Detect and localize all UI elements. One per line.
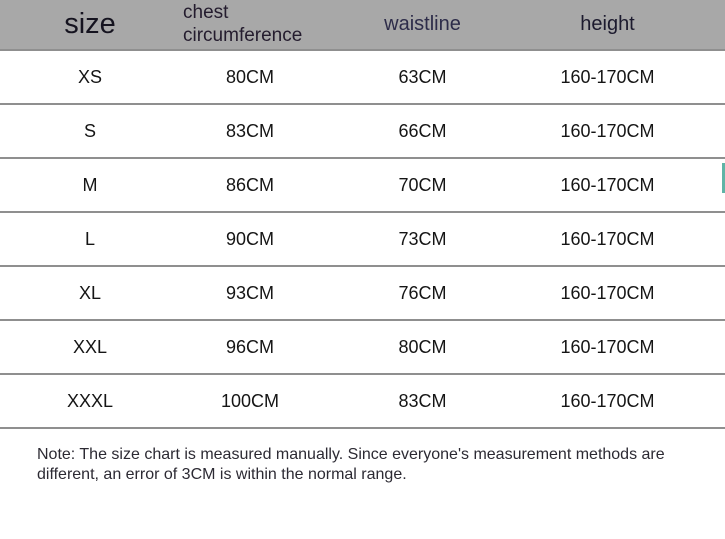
table-row-xs: XS 80CM 63CM 160-170CM xyxy=(0,50,725,104)
size-cell: XS xyxy=(77,66,102,87)
header-height: height xyxy=(580,13,635,35)
chest-cell: 100CM xyxy=(220,390,280,411)
height-cell: 160-170CM xyxy=(560,228,655,249)
chest-cell: 96CM xyxy=(225,336,274,357)
size-cell: XXL xyxy=(72,336,108,357)
header-chest-circumference: chest circumference xyxy=(183,2,303,46)
height-cell: 160-170CM xyxy=(560,174,655,195)
table-row-s: S 83CM 66CM 160-170CM xyxy=(0,104,725,158)
header-waistline: waistline xyxy=(384,13,461,35)
size-cell: XXXL xyxy=(66,390,114,411)
table-row-xxl: XXL 96CM 80CM 160-170CM xyxy=(0,320,725,374)
chest-cell: 93CM xyxy=(225,282,274,303)
height-cell: 160-170CM xyxy=(560,66,655,87)
header-size: size xyxy=(64,8,116,40)
height-cell: 160-170CM xyxy=(560,120,655,141)
chest-cell: 80CM xyxy=(225,66,274,87)
chest-cell: 86CM xyxy=(225,174,274,195)
size-chart-body: XS 80CM 63CM 160-170CM S 83CM 66CM 160-1… xyxy=(0,50,725,428)
measurement-note-line1: Note: The size chart is measured manuall… xyxy=(37,446,665,463)
table-row-xxxl: XXXL 100CM 83CM 160-170CM xyxy=(0,374,725,428)
size-cell: S xyxy=(83,120,96,141)
size-chart-header: size chest circumference waistline heigh… xyxy=(0,0,725,50)
height-cell: 160-170CM xyxy=(560,282,655,303)
waist-cell: 80CM xyxy=(398,336,447,357)
table-row-m: M 86CM 70CM 160-170CM xyxy=(0,158,725,212)
scrollbar-thumb[interactable] xyxy=(722,163,725,193)
chest-cell: 83CM xyxy=(225,120,274,141)
table-row-xl: XL 93CM 76CM 160-170CM xyxy=(0,266,725,320)
measurement-note-line2: different, an error of 3CM is within the… xyxy=(37,466,407,483)
table-row-l: L 90CM 73CM 160-170CM xyxy=(0,212,725,266)
waist-cell: 70CM xyxy=(398,174,447,195)
height-cell: 160-170CM xyxy=(560,390,655,411)
header-row: size chest circumference waistline heigh… xyxy=(0,0,725,50)
size-chart-table: size chest circumference waistline heigh… xyxy=(0,0,725,428)
measurement-note: Note: The size chart is measured manuall… xyxy=(37,445,700,485)
chest-cell: 90CM xyxy=(225,228,274,249)
height-cell: 160-170CM xyxy=(560,336,655,357)
waist-cell: 76CM xyxy=(398,282,447,303)
size-cell: XL xyxy=(78,282,102,303)
waist-cell: 73CM xyxy=(398,228,447,249)
waist-cell: 63CM xyxy=(398,66,447,87)
waist-cell: 83CM xyxy=(398,390,447,411)
waist-cell: 66CM xyxy=(398,120,447,141)
size-cell: M xyxy=(82,174,98,195)
size-cell: L xyxy=(84,228,95,249)
